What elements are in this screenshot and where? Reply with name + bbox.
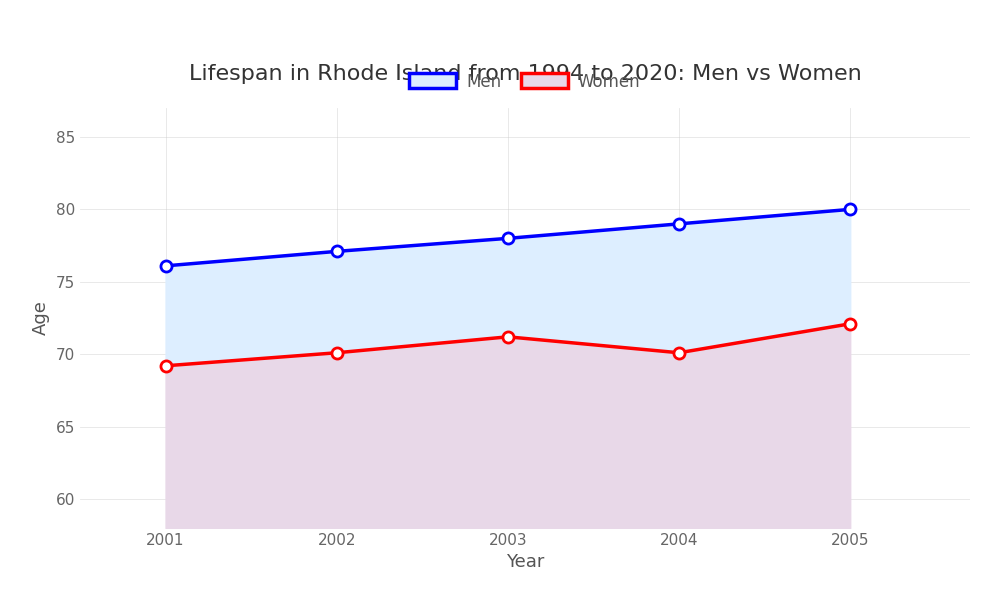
Men [673,220,685,227]
Women [331,349,343,356]
Line: Men: Men [160,204,856,271]
Men [502,235,514,242]
Y-axis label: Age: Age [32,301,50,335]
Women [160,362,172,370]
Men [331,248,343,255]
Women [502,333,514,340]
Women [673,349,685,356]
Men [160,262,172,269]
Women [844,320,856,328]
Legend: Men, Women: Men, Women [403,66,647,97]
Line: Women: Women [160,318,856,371]
Title: Lifespan in Rhode Island from 1994 to 2020: Men vs Women: Lifespan in Rhode Island from 1994 to 20… [189,64,861,84]
Men [844,206,856,213]
X-axis label: Year: Year [506,553,544,571]
